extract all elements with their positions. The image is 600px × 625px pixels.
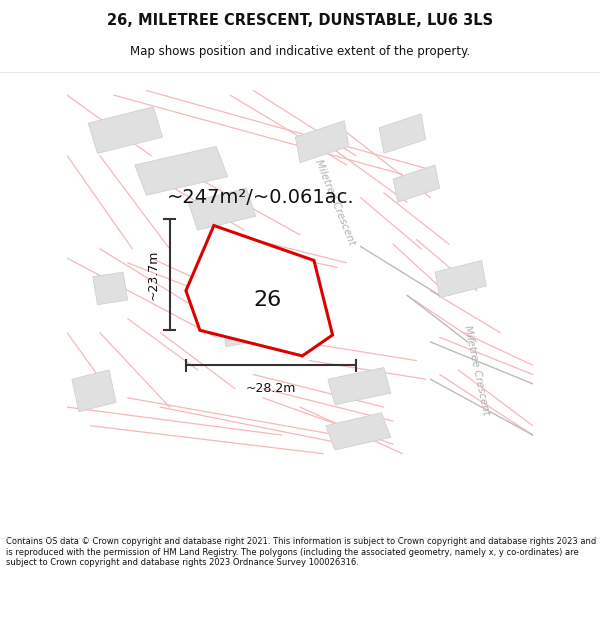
Text: 26: 26 (253, 290, 281, 310)
Polygon shape (93, 272, 128, 304)
Text: Miletree Crescent: Miletree Crescent (313, 158, 357, 247)
Text: Map shows position and indicative extent of the property.: Map shows position and indicative extent… (130, 45, 470, 58)
Text: ~28.2m: ~28.2m (246, 381, 296, 394)
Polygon shape (393, 165, 440, 202)
Text: ~247m²/~0.061ac.: ~247m²/~0.061ac. (167, 188, 355, 207)
Text: 26, MILETREE CRESCENT, DUNSTABLE, LU6 3LS: 26, MILETREE CRESCENT, DUNSTABLE, LU6 3L… (107, 12, 493, 28)
Polygon shape (72, 370, 116, 412)
Polygon shape (186, 226, 332, 356)
Polygon shape (223, 312, 281, 347)
Text: ~23.7m: ~23.7m (146, 249, 160, 299)
Polygon shape (188, 188, 256, 230)
Polygon shape (135, 146, 228, 195)
Polygon shape (88, 107, 163, 153)
Polygon shape (295, 121, 349, 162)
Polygon shape (379, 114, 426, 153)
Polygon shape (326, 412, 391, 450)
Text: Contains OS data © Crown copyright and database right 2021. This information is : Contains OS data © Crown copyright and d… (6, 538, 596, 568)
Polygon shape (435, 261, 486, 298)
Polygon shape (221, 258, 281, 296)
Text: Miletree Crescent: Miletree Crescent (463, 324, 491, 416)
Polygon shape (328, 368, 391, 405)
